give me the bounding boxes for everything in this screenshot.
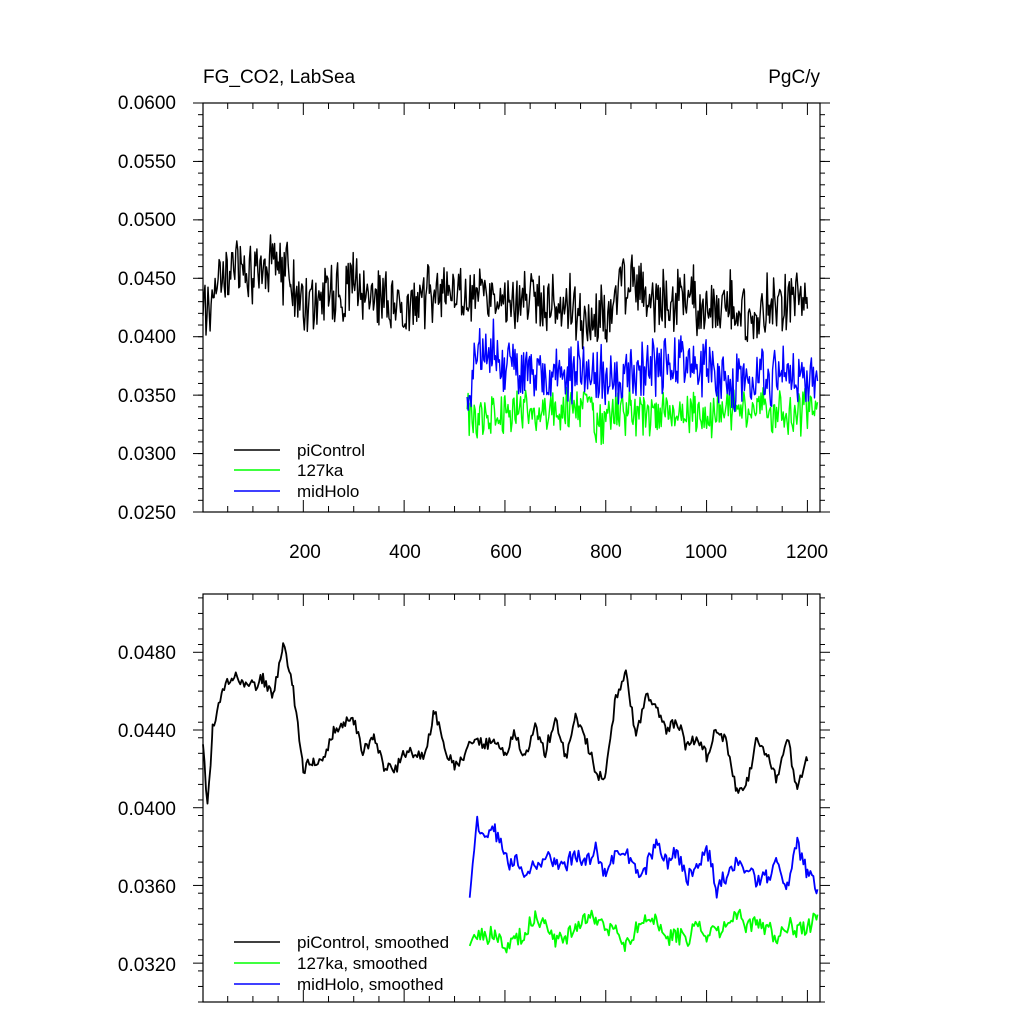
top-series-picontrol-line (202, 234, 809, 350)
top-y-tick-label: 0.0250 (118, 503, 176, 524)
bottom-y-tick-label: 0.0400 (118, 799, 176, 820)
bottom-series-127ka-line (468, 908, 819, 954)
top-panel: FG_CO2, LabSea PgC/y 0.0250 0.0300 0.035… (118, 67, 828, 563)
top-title-left: FG_CO2, LabSea (203, 67, 356, 88)
bottom-legend-label: piControl, smoothed (297, 933, 449, 952)
bottom-y-tick-label: 0.0360 (118, 877, 176, 898)
bottom-series-picontrol-line (202, 642, 809, 805)
top-axes-frame (202, 102, 821, 513)
bottom-series-midholo-line (468, 815, 819, 899)
top-y-tick-label: 0.0400 (118, 327, 176, 348)
top-y-axis-labels: 0.0250 0.0300 0.0350 0.0400 0.0450 0.050… (118, 93, 176, 524)
top-y-tick-label: 0.0450 (118, 269, 176, 290)
top-x-tick-label: 1000 (685, 542, 727, 563)
top-y-tick-label: 0.0550 (118, 152, 176, 173)
bottom-y-tick-label: 0.0440 (118, 721, 176, 742)
top-series-midholo-line (466, 318, 819, 413)
top-x-tick-label: 400 (389, 542, 421, 563)
top-legend-label: piControl (297, 441, 365, 460)
top-legend-label: 127ka (297, 461, 344, 480)
top-y-tick-label: 0.0600 (118, 93, 176, 114)
bottom-plot-area (193, 593, 830, 1003)
top-legend: piControl 127ka midHolo (234, 441, 365, 501)
top-x-tick-label: 1200 (786, 542, 828, 563)
top-x-tick-label: 200 (289, 542, 321, 563)
bottom-panel: 0.0320 0.0360 0.0400 0.0440 0.0480 piCon… (118, 643, 449, 994)
top-y-tick-label: 0.0500 (118, 210, 176, 231)
bottom-y-axis-labels: 0.0320 0.0360 0.0400 0.0440 0.0480 (118, 643, 176, 976)
bottom-y-tick-label: 0.0320 (118, 955, 176, 976)
top-y-tick-label: 0.0300 (118, 444, 176, 465)
top-y-tick-label: 0.0350 (118, 386, 176, 407)
top-series-127ka-line (466, 386, 819, 446)
top-plot-area (193, 102, 830, 513)
top-x-tick-label: 600 (490, 542, 522, 563)
bottom-y-tick-label: 0.0480 (118, 643, 176, 664)
top-legend-label: midHolo (297, 482, 359, 501)
top-x-axis-labels: 200 400 600 800 1000 1200 (289, 542, 828, 563)
bottom-legend-label: 127ka, smoothed (297, 954, 427, 973)
top-title-right: PgC/y (768, 67, 820, 88)
bottom-legend: piControl, smoothed 127ka, smoothed midH… (234, 933, 449, 994)
bottom-legend-label: midHolo, smoothed (297, 975, 443, 994)
top-x-tick-label: 800 (590, 542, 622, 563)
bottom-axes-frame (202, 593, 821, 1003)
